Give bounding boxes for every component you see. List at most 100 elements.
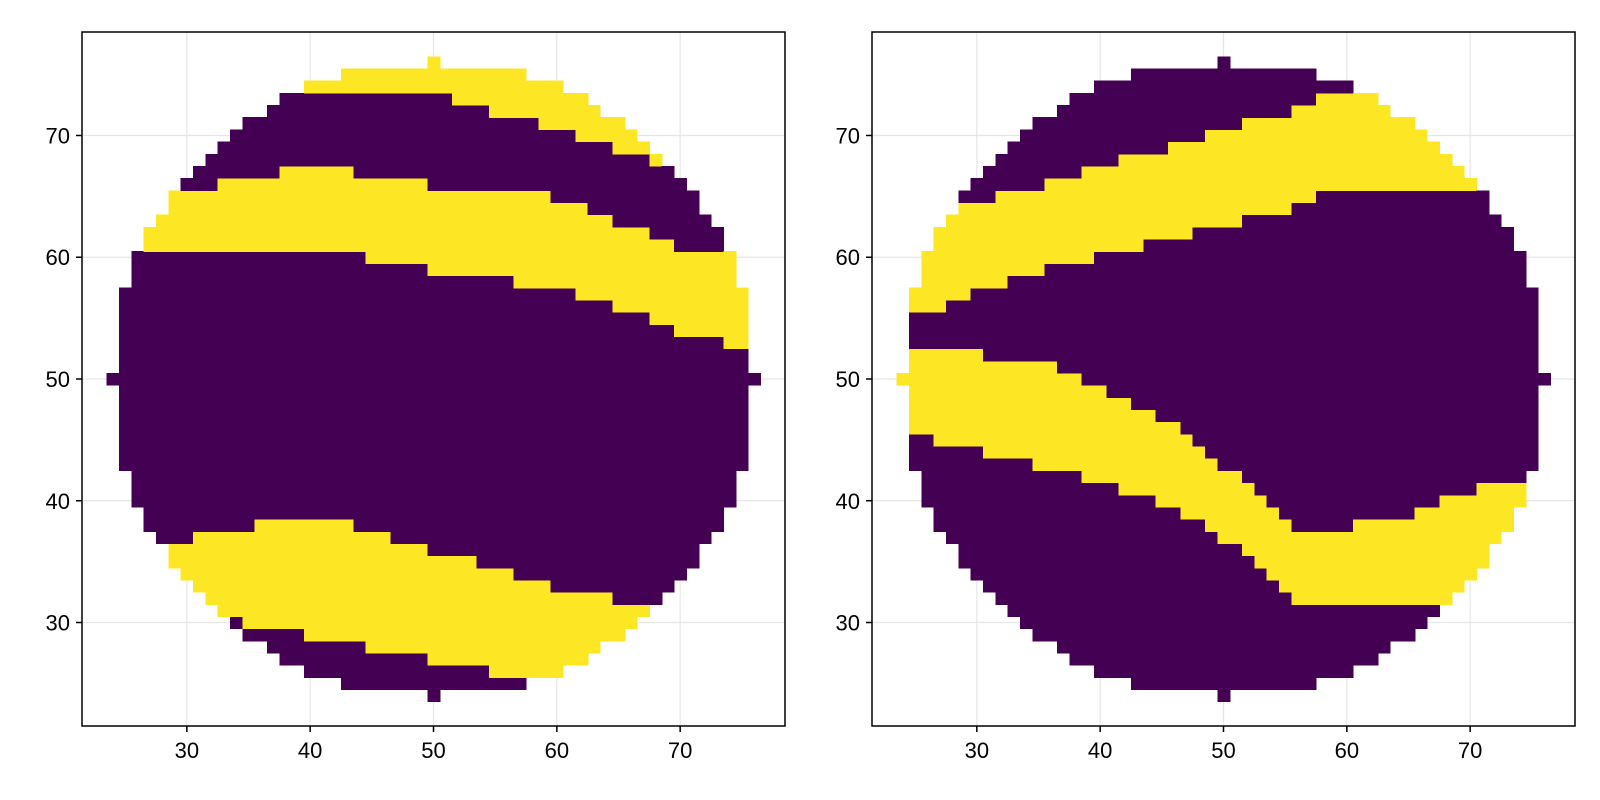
heatmap-cell: [180, 372, 194, 386]
heatmap-cell: [341, 214, 354, 228]
heatmap-cell: [291, 336, 305, 350]
y-tick-label: 50: [836, 367, 860, 392]
heatmap-cell: [1279, 251, 1292, 264]
heatmap-cell: [193, 178, 206, 191]
heatmap-cell: [452, 652, 465, 666]
heatmap-cell: [1032, 397, 1046, 411]
heatmap-cell: [1032, 153, 1046, 167]
heatmap-cell: [1476, 385, 1490, 398]
heatmap-cell: [1118, 312, 1132, 325]
heatmap-cell: [1414, 336, 1428, 350]
heatmap-cell: [1069, 470, 1083, 484]
heatmap-cell: [439, 117, 453, 131]
heatmap-cell: [1390, 445, 1403, 459]
heatmap-cell: [1254, 409, 1268, 423]
heatmap-cell: [674, 470, 687, 484]
heatmap-cell: [1205, 251, 1218, 264]
heatmap-cell: [1402, 165, 1416, 179]
heatmap-cell: [1340, 324, 1354, 337]
heatmap-cell: [230, 567, 243, 581]
heatmap-cell: [1106, 360, 1120, 374]
heatmap-cell: [316, 470, 330, 484]
heatmap-cell: [612, 141, 626, 155]
heatmap-cell: [415, 141, 428, 155]
heatmap-cell: [131, 470, 145, 484]
heatmap-cell: [1180, 190, 1194, 204]
heatmap-cell: [1168, 92, 1181, 106]
heatmap-cell: [1291, 105, 1305, 118]
heatmap-cell: [328, 433, 342, 447]
heatmap-cell: [1316, 665, 1329, 678]
heatmap-cell: [168, 409, 182, 423]
heatmap-cell: [464, 214, 478, 228]
heatmap-cell: [341, 592, 354, 605]
heatmap-cell: [1032, 263, 1046, 277]
heatmap-cell: [365, 141, 379, 155]
heatmap-cell: [1007, 226, 1021, 240]
heatmap-cell: [464, 665, 478, 678]
heatmap-cell: [1266, 409, 1280, 423]
heatmap-cell: [550, 92, 564, 106]
heatmap-cell: [735, 299, 749, 313]
heatmap-cell: [1180, 604, 1194, 618]
heatmap-cell: [1377, 117, 1391, 131]
heatmap-cell: [933, 348, 947, 362]
heatmap-cell: [711, 385, 724, 398]
heatmap-cell: [156, 506, 169, 520]
heatmap-cell: [341, 68, 354, 82]
heatmap-cell: [612, 628, 626, 642]
heatmap-cell: [1414, 604, 1428, 618]
heatmap-cell: [254, 202, 268, 216]
heatmap-cell: [439, 275, 453, 289]
heatmap-cell: [267, 616, 280, 630]
heatmap-cell: [1118, 92, 1132, 106]
heatmap-cell: [1439, 372, 1453, 386]
heatmap-cell: [217, 226, 231, 240]
heatmap-cell: [612, 519, 626, 532]
heatmap-cell: [501, 372, 515, 386]
heatmap-cell: [1340, 458, 1354, 471]
heatmap-cell: [1266, 567, 1280, 581]
heatmap-cell: [1205, 226, 1218, 240]
heatmap-cell: [353, 105, 367, 118]
heatmap-cell: [1217, 105, 1231, 118]
heatmap-cell: [1032, 579, 1046, 593]
heatmap-cell: [254, 348, 268, 362]
heatmap-cell: [1525, 324, 1539, 337]
heatmap-cell: [1007, 165, 1021, 179]
heatmap-cell: [1353, 640, 1366, 654]
heatmap-cell: [501, 129, 515, 143]
heatmap-cell: [1439, 433, 1453, 447]
heatmap-cell: [1525, 433, 1539, 447]
heatmap-cell: [1192, 665, 1206, 678]
heatmap-cell: [1303, 616, 1317, 630]
heatmap-cell: [550, 80, 564, 94]
heatmap-cell: [946, 421, 959, 435]
heatmap-cell: [267, 141, 280, 155]
heatmap-cell: [1279, 494, 1292, 508]
heatmap-cell: [328, 494, 342, 508]
heatmap-cell: [1155, 445, 1169, 459]
heatmap-cell: [156, 324, 169, 337]
heatmap-cell: [637, 275, 650, 289]
heatmap-cell: [1390, 409, 1403, 423]
heatmap-cell: [476, 287, 490, 301]
heatmap-cell: [1094, 178, 1107, 191]
heatmap-cell: [193, 238, 206, 252]
heatmap-cell: [1279, 640, 1292, 654]
heatmap-cell: [464, 543, 478, 557]
heatmap-cell: [254, 153, 268, 167]
heatmap-cell: [1303, 299, 1317, 313]
heatmap-cell: [1118, 397, 1132, 411]
heatmap-cell: [575, 312, 589, 325]
heatmap-cell: [328, 592, 342, 605]
heatmap-cell: [1340, 348, 1354, 362]
heatmap-cell: [402, 543, 416, 557]
heatmap-cell: [1094, 129, 1107, 143]
heatmap-cell: [513, 287, 527, 301]
heatmap-cell: [1377, 214, 1391, 228]
heatmap-cell: [1192, 226, 1206, 240]
heatmap-cell: [1242, 652, 1255, 666]
heatmap-cell: [1279, 263, 1292, 277]
heatmap-cell: [180, 458, 194, 471]
